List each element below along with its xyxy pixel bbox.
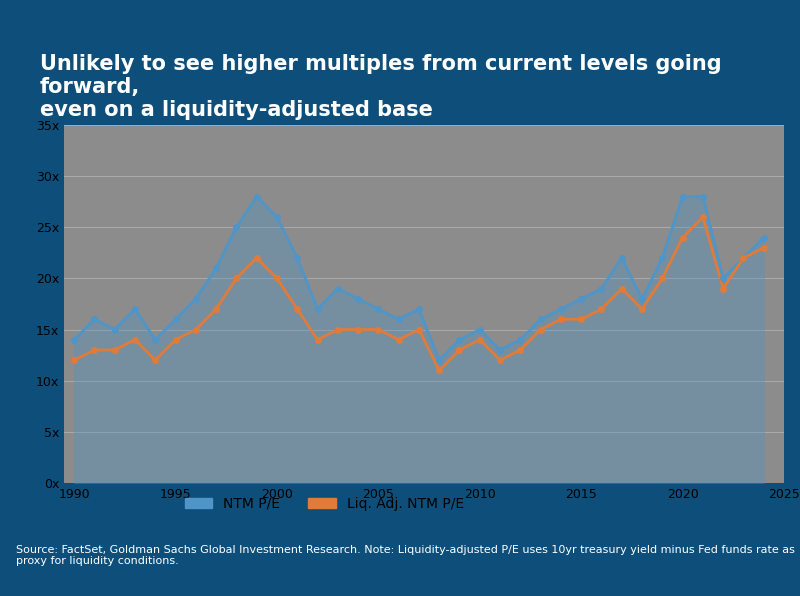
- Text: Source: FactSet, Goldman Sachs Global Investment Research. Note: Liquidity-adjus: Source: FactSet, Goldman Sachs Global In…: [16, 545, 795, 566]
- Legend: NTM P/E, Liq. Adj. NTM P/E: NTM P/E, Liq. Adj. NTM P/E: [179, 491, 470, 516]
- Text: Unlikely to see higher multiples from current levels going forward,
even on a li: Unlikely to see higher multiples from cu…: [40, 54, 722, 120]
